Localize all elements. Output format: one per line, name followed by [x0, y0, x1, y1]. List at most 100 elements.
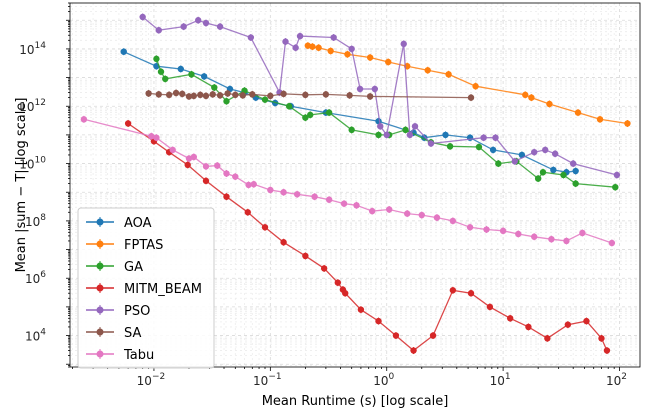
data-point	[153, 134, 160, 141]
data-point	[572, 167, 579, 175]
y-tick-label: 104	[25, 328, 46, 344]
data-point	[467, 290, 475, 297]
data-point	[280, 239, 287, 246]
data-point	[309, 43, 316, 50]
data-point	[400, 40, 407, 48]
legend-marker	[96, 328, 104, 336]
data-point	[202, 163, 210, 170]
legend-label: Tabu	[123, 348, 154, 363]
data-point	[177, 65, 184, 73]
data-point	[583, 317, 590, 325]
data-point	[172, 89, 180, 97]
data-point	[356, 85, 364, 93]
data-point	[564, 321, 572, 328]
data-point	[342, 290, 349, 297]
data-point	[486, 303, 494, 311]
data-point	[80, 116, 88, 123]
data-point	[139, 13, 146, 21]
legend-item-fptas: FPTAS	[86, 238, 163, 253]
data-point	[306, 111, 314, 119]
data-point	[385, 58, 392, 66]
data-point	[366, 93, 374, 100]
data-point	[424, 67, 431, 74]
series-sa	[145, 89, 475, 102]
data-point	[120, 48, 127, 55]
data-point	[402, 126, 409, 134]
data-point	[293, 191, 301, 198]
x-tick-label: 10−1	[253, 372, 282, 388]
data-point	[185, 93, 193, 100]
data-point	[188, 71, 195, 78]
data-point	[232, 91, 239, 99]
data-point	[249, 91, 256, 98]
data-point	[247, 34, 255, 41]
data-point	[544, 335, 551, 342]
x-tick-label: 100	[373, 372, 394, 388]
data-point	[353, 202, 360, 209]
legend-item-mitm_beam: MITM_BEAM	[86, 282, 202, 297]
data-point	[375, 317, 382, 325]
data-point	[483, 226, 490, 233]
y-tick-label: 1014	[19, 41, 46, 57]
data-point	[282, 38, 289, 45]
data-point	[531, 148, 538, 156]
data-point	[232, 173, 239, 180]
data-point	[223, 170, 230, 177]
data-point	[411, 123, 419, 130]
series-layer	[80, 13, 631, 355]
data-point	[515, 230, 522, 238]
data-point	[446, 143, 454, 150]
data-point	[449, 287, 457, 294]
data-point	[467, 94, 475, 101]
data-point	[418, 211, 425, 219]
data-point	[546, 100, 553, 108]
data-point	[311, 193, 318, 200]
data-point	[214, 162, 221, 169]
data-point	[327, 47, 334, 55]
data-point	[569, 160, 577, 167]
data-point	[499, 227, 507, 235]
data-point	[267, 186, 274, 194]
data-point	[155, 26, 162, 34]
series-line	[83, 118, 613, 244]
data-point	[216, 23, 224, 30]
data-point	[223, 98, 230, 105]
data-point	[548, 235, 555, 243]
legend-marker	[96, 218, 104, 226]
data-point	[261, 224, 269, 231]
data-point	[223, 193, 230, 200]
x-tick-label: 102	[606, 372, 627, 388]
data-point	[280, 189, 287, 196]
legend-marker	[96, 284, 104, 292]
legend-marker	[96, 262, 104, 270]
data-point	[211, 84, 218, 91]
data-point	[608, 239, 616, 247]
series-fptas	[304, 42, 631, 128]
data-point	[574, 109, 582, 116]
data-point	[492, 134, 499, 141]
legend-label: FPTAS	[124, 238, 163, 253]
data-point	[624, 120, 631, 127]
x-tick-label: 101	[490, 372, 511, 388]
data-point	[224, 90, 231, 97]
data-point	[560, 171, 567, 179]
legend-item-pso: PSO	[86, 304, 150, 319]
data-point	[169, 146, 176, 154]
data-point	[184, 161, 191, 169]
data-point	[250, 181, 257, 188]
data-point	[480, 134, 487, 141]
data-point	[340, 200, 348, 207]
x-tick-label: 10−2	[137, 372, 166, 388]
data-point	[603, 347, 611, 354]
data-point	[371, 85, 379, 93]
data-point	[404, 210, 411, 217]
data-point	[377, 123, 384, 130]
legend-item-sa: SA	[86, 326, 141, 341]
legend-item-tabu: Tabu	[86, 348, 154, 363]
data-point	[202, 177, 210, 185]
series-mitm_beam	[124, 120, 611, 355]
legend-marker	[96, 350, 104, 358]
series-line	[123, 51, 576, 173]
data-point	[155, 91, 162, 98]
legend-label: SA	[124, 326, 141, 341]
